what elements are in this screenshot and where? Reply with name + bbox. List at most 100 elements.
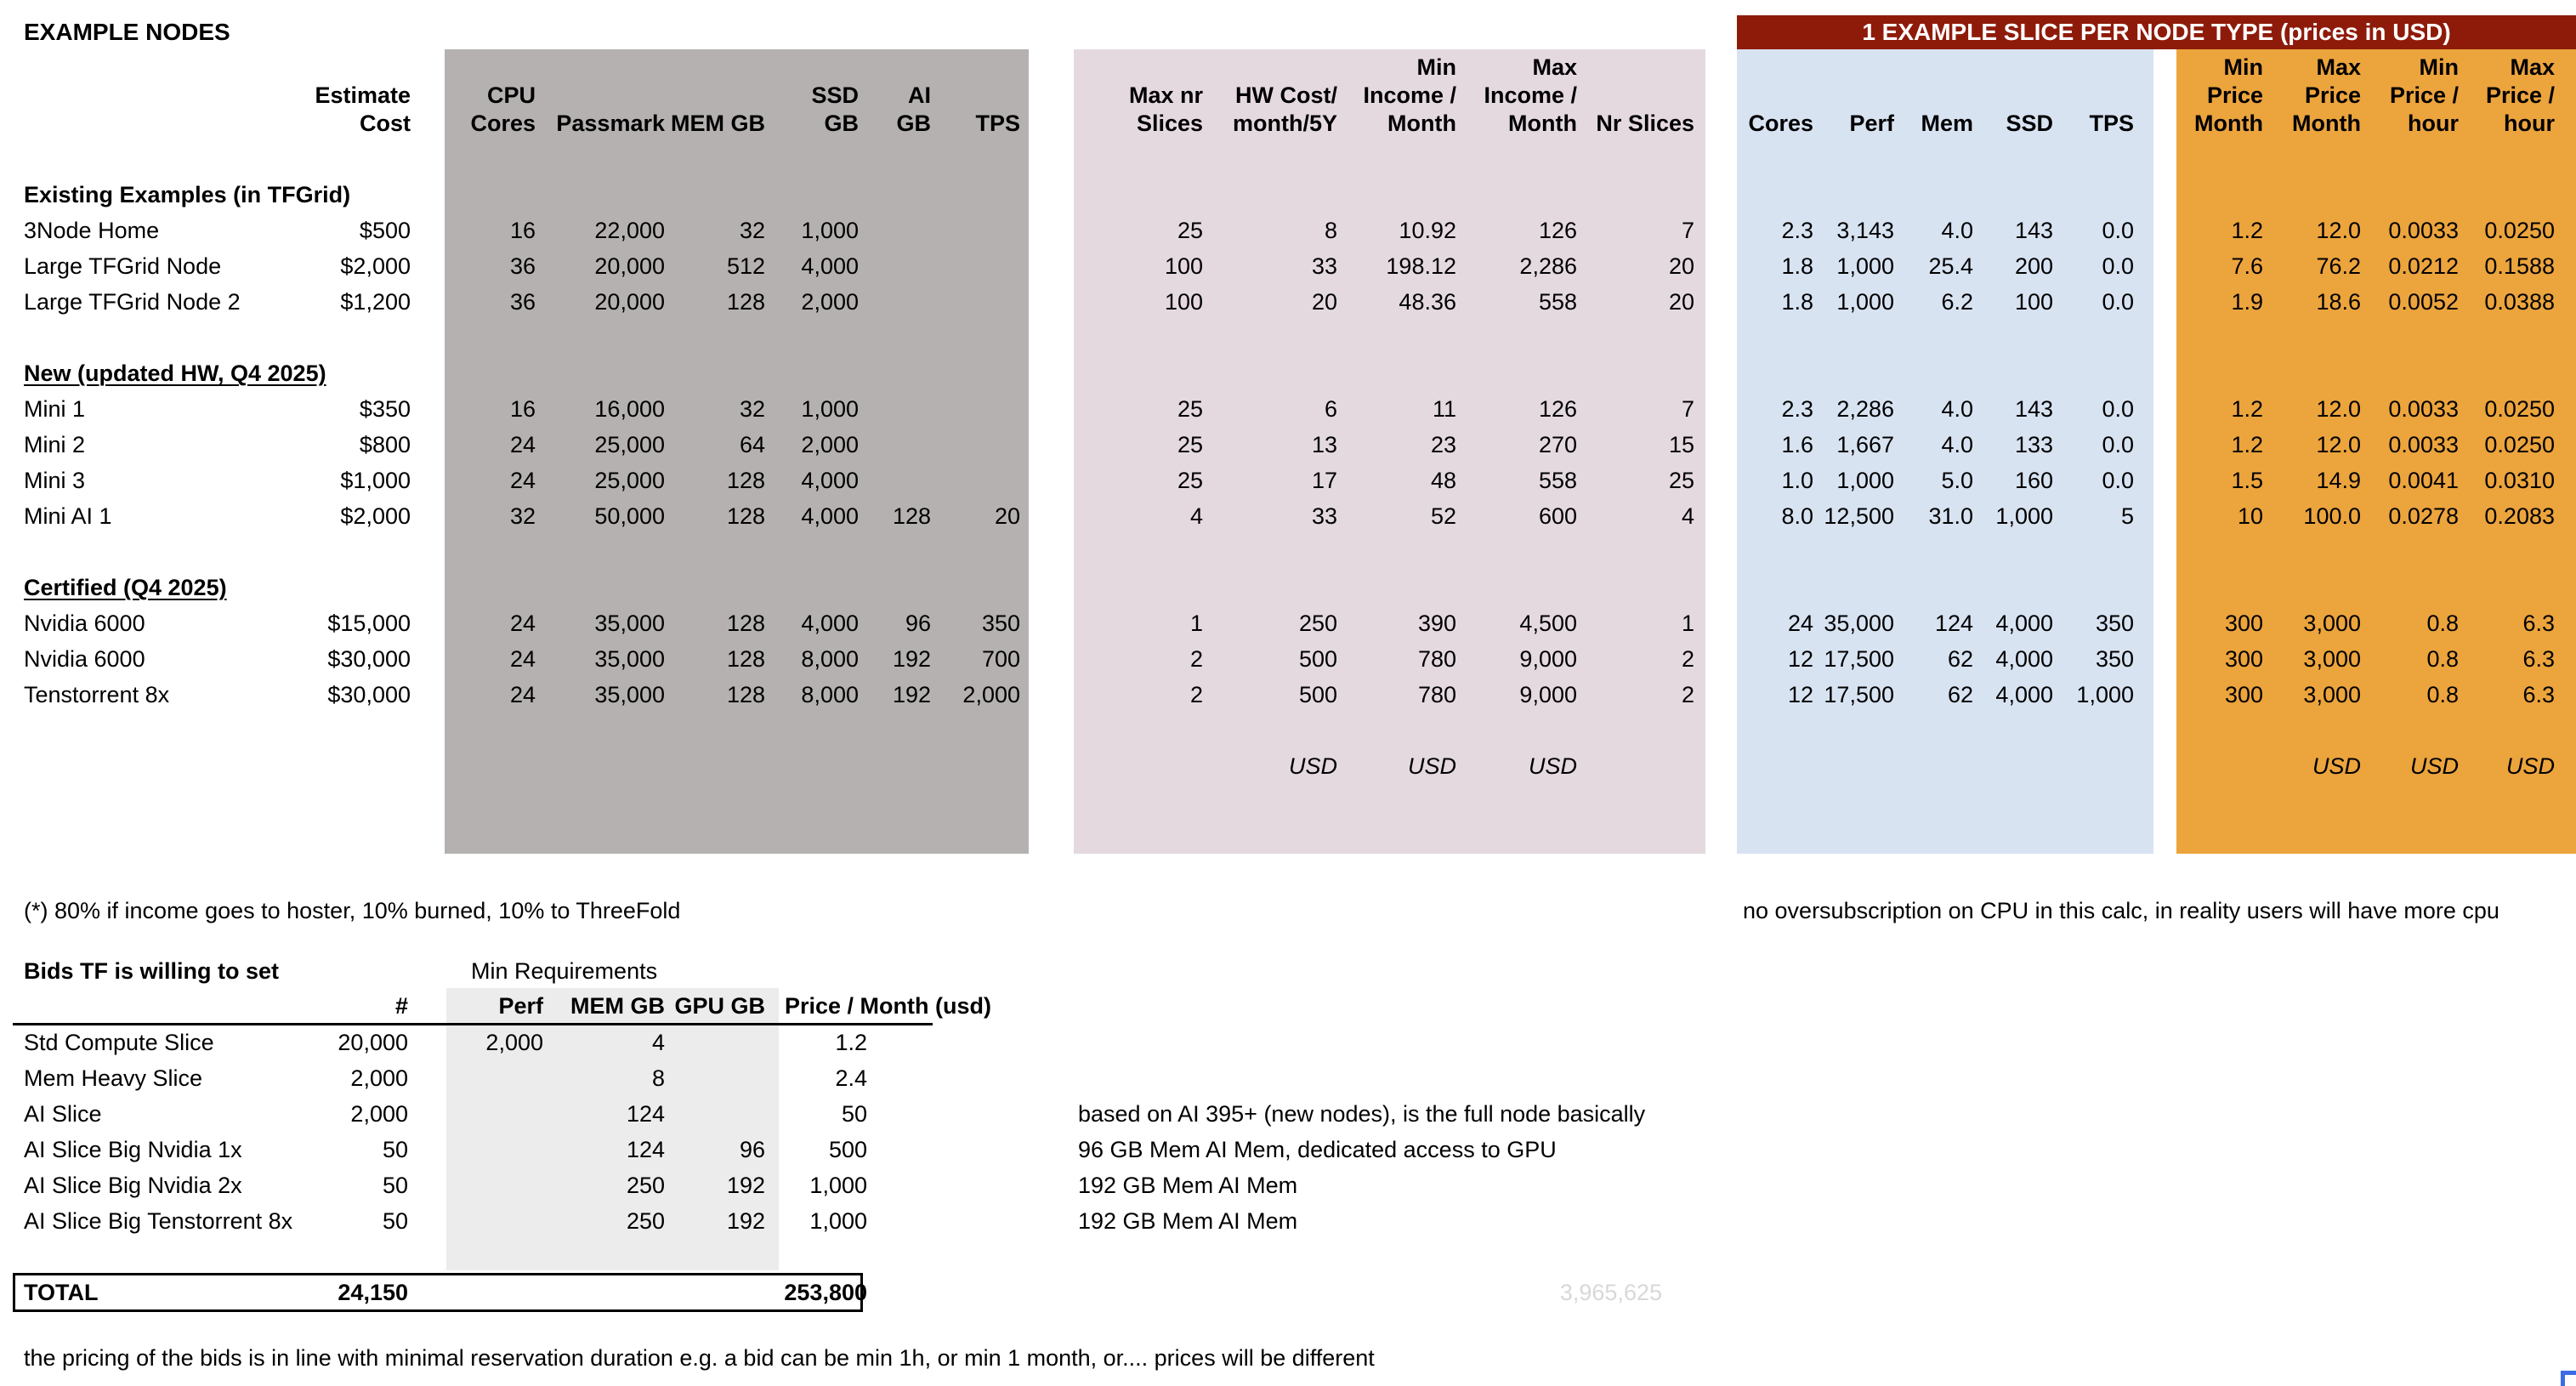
cell-mem[interactable]: 512 xyxy=(726,253,765,279)
cell-cost[interactable]: $30,000 xyxy=(327,682,411,707)
cell-hwcost[interactable]: 17 xyxy=(1311,468,1337,493)
cell-hwcost[interactable]: 20 xyxy=(1311,289,1337,315)
col-header-tps[interactable]: TPS xyxy=(975,111,1020,136)
cell-passmark[interactable]: 20,000 xyxy=(594,253,665,279)
cell-hwcost[interactable]: 33 xyxy=(1311,503,1337,529)
cell-ssd[interactable]: 1,000 xyxy=(801,218,859,243)
row-note[interactable]: based on AI 395+ (new nodes), is the ful… xyxy=(1078,1101,1646,1127)
cell-maxph[interactable]: 6.3 xyxy=(2522,646,2555,672)
cell-minincome[interactable]: 198.12 xyxy=(1386,253,1456,279)
col-header-bperf[interactable]: Perf xyxy=(1849,111,1894,136)
cell-minincome[interactable]: 48 xyxy=(1430,468,1456,493)
cell-count[interactable]: 50 xyxy=(382,1208,408,1234)
row-note[interactable]: 96 GB Mem AI Mem, dedicated access to GP… xyxy=(1078,1137,1557,1162)
cell-maxslices[interactable]: 1 xyxy=(1189,611,1203,636)
cell-gpu[interactable]: 192 xyxy=(726,1173,765,1198)
cell-maxph[interactable]: 0.0310 xyxy=(2484,468,2555,493)
col-header-minpm[interactable]: Min Price Month xyxy=(2194,54,2263,136)
col-header-nrslices[interactable]: Nr Slices xyxy=(1596,111,1694,136)
cell-maxph[interactable]: 0.2083 xyxy=(2484,503,2555,529)
cell-minph[interactable]: 0.0278 xyxy=(2388,503,2459,529)
cell-slice-name[interactable]: AI Slice Big Nvidia 2x xyxy=(24,1173,242,1198)
cell-passmark[interactable]: 35,000 xyxy=(594,611,665,636)
cell-passmark[interactable]: 25,000 xyxy=(594,432,665,457)
col-header-maxslices[interactable]: Max nr Slices xyxy=(1128,82,1203,136)
cell-minpm[interactable]: 1.2 xyxy=(2231,218,2263,243)
col-header-perf[interactable]: Perf xyxy=(498,993,543,1019)
col-header-minincome[interactable]: Min Income / Month xyxy=(1363,54,1456,136)
col-header-bssd[interactable]: SSD xyxy=(2006,111,2053,136)
cell-mem[interactable]: 250 xyxy=(626,1208,665,1234)
cell-nrslices[interactable]: 4 xyxy=(1681,503,1694,529)
cell-nrslices[interactable]: 20 xyxy=(1668,253,1694,279)
cell-bcores[interactable]: 8.0 xyxy=(1781,503,1813,529)
col-header-mem[interactable]: MEM GB xyxy=(671,111,765,136)
cell-nrslices[interactable]: 2 xyxy=(1681,682,1694,707)
cell-gpu[interactable]: 96 xyxy=(739,1137,765,1162)
cell-btps[interactable]: 0.0 xyxy=(2102,396,2134,422)
cell-passmark[interactable]: 20,000 xyxy=(594,289,665,315)
cell-hwcost[interactable]: 8 xyxy=(1324,218,1337,243)
total-count[interactable]: 24,150 xyxy=(338,1280,408,1305)
bids-table-title[interactable]: Bids TF is willing to set xyxy=(24,958,280,984)
cell-bcores[interactable]: 2.3 xyxy=(1781,396,1813,422)
cell-tps[interactable]: 2,000 xyxy=(962,682,1020,707)
cell-bmem[interactable]: 4.0 xyxy=(1941,432,1973,457)
cell-bssd[interactable]: 200 xyxy=(2014,253,2053,279)
col-header-price[interactable]: Price / Month (usd) xyxy=(785,993,991,1019)
row-note[interactable]: 192 GB Mem AI Mem xyxy=(1078,1208,1298,1234)
cell-hwcost[interactable]: 33 xyxy=(1311,253,1337,279)
cell-tps[interactable]: 350 xyxy=(981,611,1020,636)
cell-node-name[interactable]: Nvidia 6000 xyxy=(24,646,145,672)
col-header-cost[interactable]: Estimate Cost xyxy=(315,82,411,136)
cell-bperf[interactable]: 2,286 xyxy=(1836,396,1894,422)
cell-bmem[interactable]: 6.2 xyxy=(1941,289,1973,315)
cell-passmark[interactable]: 16,000 xyxy=(594,396,665,422)
cell-cost[interactable]: $800 xyxy=(359,432,411,457)
cell-maxpm[interactable]: 14.9 xyxy=(2316,468,2361,493)
cell-btps[interactable]: 350 xyxy=(2095,646,2134,672)
cell-maxslices[interactable]: 25 xyxy=(1177,432,1203,457)
cell-maxincome[interactable]: 558 xyxy=(1538,289,1577,315)
cell-price[interactable]: 50 xyxy=(841,1101,867,1127)
cell-bmem[interactable]: 5.0 xyxy=(1941,468,1973,493)
col-header-hwcost[interactable]: HW Cost/ month/5Y xyxy=(1232,82,1337,136)
cell-maxph[interactable]: 6.3 xyxy=(2522,611,2555,636)
cell-node-name[interactable]: Tenstorrent 8x xyxy=(24,682,170,707)
cell-node-name[interactable]: Mini 1 xyxy=(24,396,86,422)
cell-price[interactable]: 1.2 xyxy=(835,1030,867,1055)
col-header-maxincome[interactable]: Max Income / Month xyxy=(1484,54,1577,136)
cell-cores[interactable]: 24 xyxy=(509,611,536,636)
cell-bcores[interactable]: 1.8 xyxy=(1781,289,1813,315)
cell-tps[interactable]: 20 xyxy=(994,503,1020,529)
cell-node-name[interactable]: Mini 2 xyxy=(24,432,86,457)
cell-bcores[interactable]: 2.3 xyxy=(1781,218,1813,243)
pricing-note[interactable]: the pricing of the bids is in line with … xyxy=(24,1345,1375,1371)
cell-maxph[interactable]: 0.1588 xyxy=(2484,253,2555,279)
cell-bcores[interactable]: 1.6 xyxy=(1781,432,1813,457)
cell-bmem[interactable]: 62 xyxy=(1947,682,1973,707)
cell-slice-name[interactable]: AI Slice xyxy=(24,1101,102,1127)
col-header-minph[interactable]: Min Price / hour xyxy=(2389,54,2459,136)
cell-minpm[interactable]: 300 xyxy=(2224,611,2263,636)
cell-cores[interactable]: 16 xyxy=(509,396,536,422)
usd-unit-label-maxincome[interactable]: USD xyxy=(1528,753,1577,779)
cell-maxpm[interactable]: 3,000 xyxy=(2303,646,2361,672)
cell-bperf[interactable]: 1,000 xyxy=(1836,289,1894,315)
star-note[interactable]: (*) 80% if income goes to hoster, 10% bu… xyxy=(24,898,681,923)
cpu-note[interactable]: no oversubscription on CPU in this calc,… xyxy=(1743,898,2499,923)
cell-maxincome[interactable]: 9,000 xyxy=(1519,646,1577,672)
cell-cost[interactable]: $1,200 xyxy=(340,289,411,315)
col-header-count[interactable]: # xyxy=(394,993,408,1019)
usd-unit-label-hwcost[interactable]: USD xyxy=(1288,753,1337,779)
cell-maxslices[interactable]: 4 xyxy=(1189,503,1203,529)
cell-maxpm[interactable]: 3,000 xyxy=(2303,682,2361,707)
cell-bperf[interactable]: 12,500 xyxy=(1824,503,1894,529)
cell-count[interactable]: 50 xyxy=(382,1173,408,1198)
cell-cost[interactable]: $2,000 xyxy=(340,253,411,279)
cell-bcores[interactable]: 24 xyxy=(1787,611,1813,636)
cell-slice-name[interactable]: AI Slice Big Tenstorrent 8x xyxy=(24,1208,293,1234)
cell-bssd[interactable]: 143 xyxy=(2014,218,2053,243)
cell-minincome[interactable]: 10.92 xyxy=(1399,218,1456,243)
cell-bperf[interactable]: 1,667 xyxy=(1836,432,1894,457)
